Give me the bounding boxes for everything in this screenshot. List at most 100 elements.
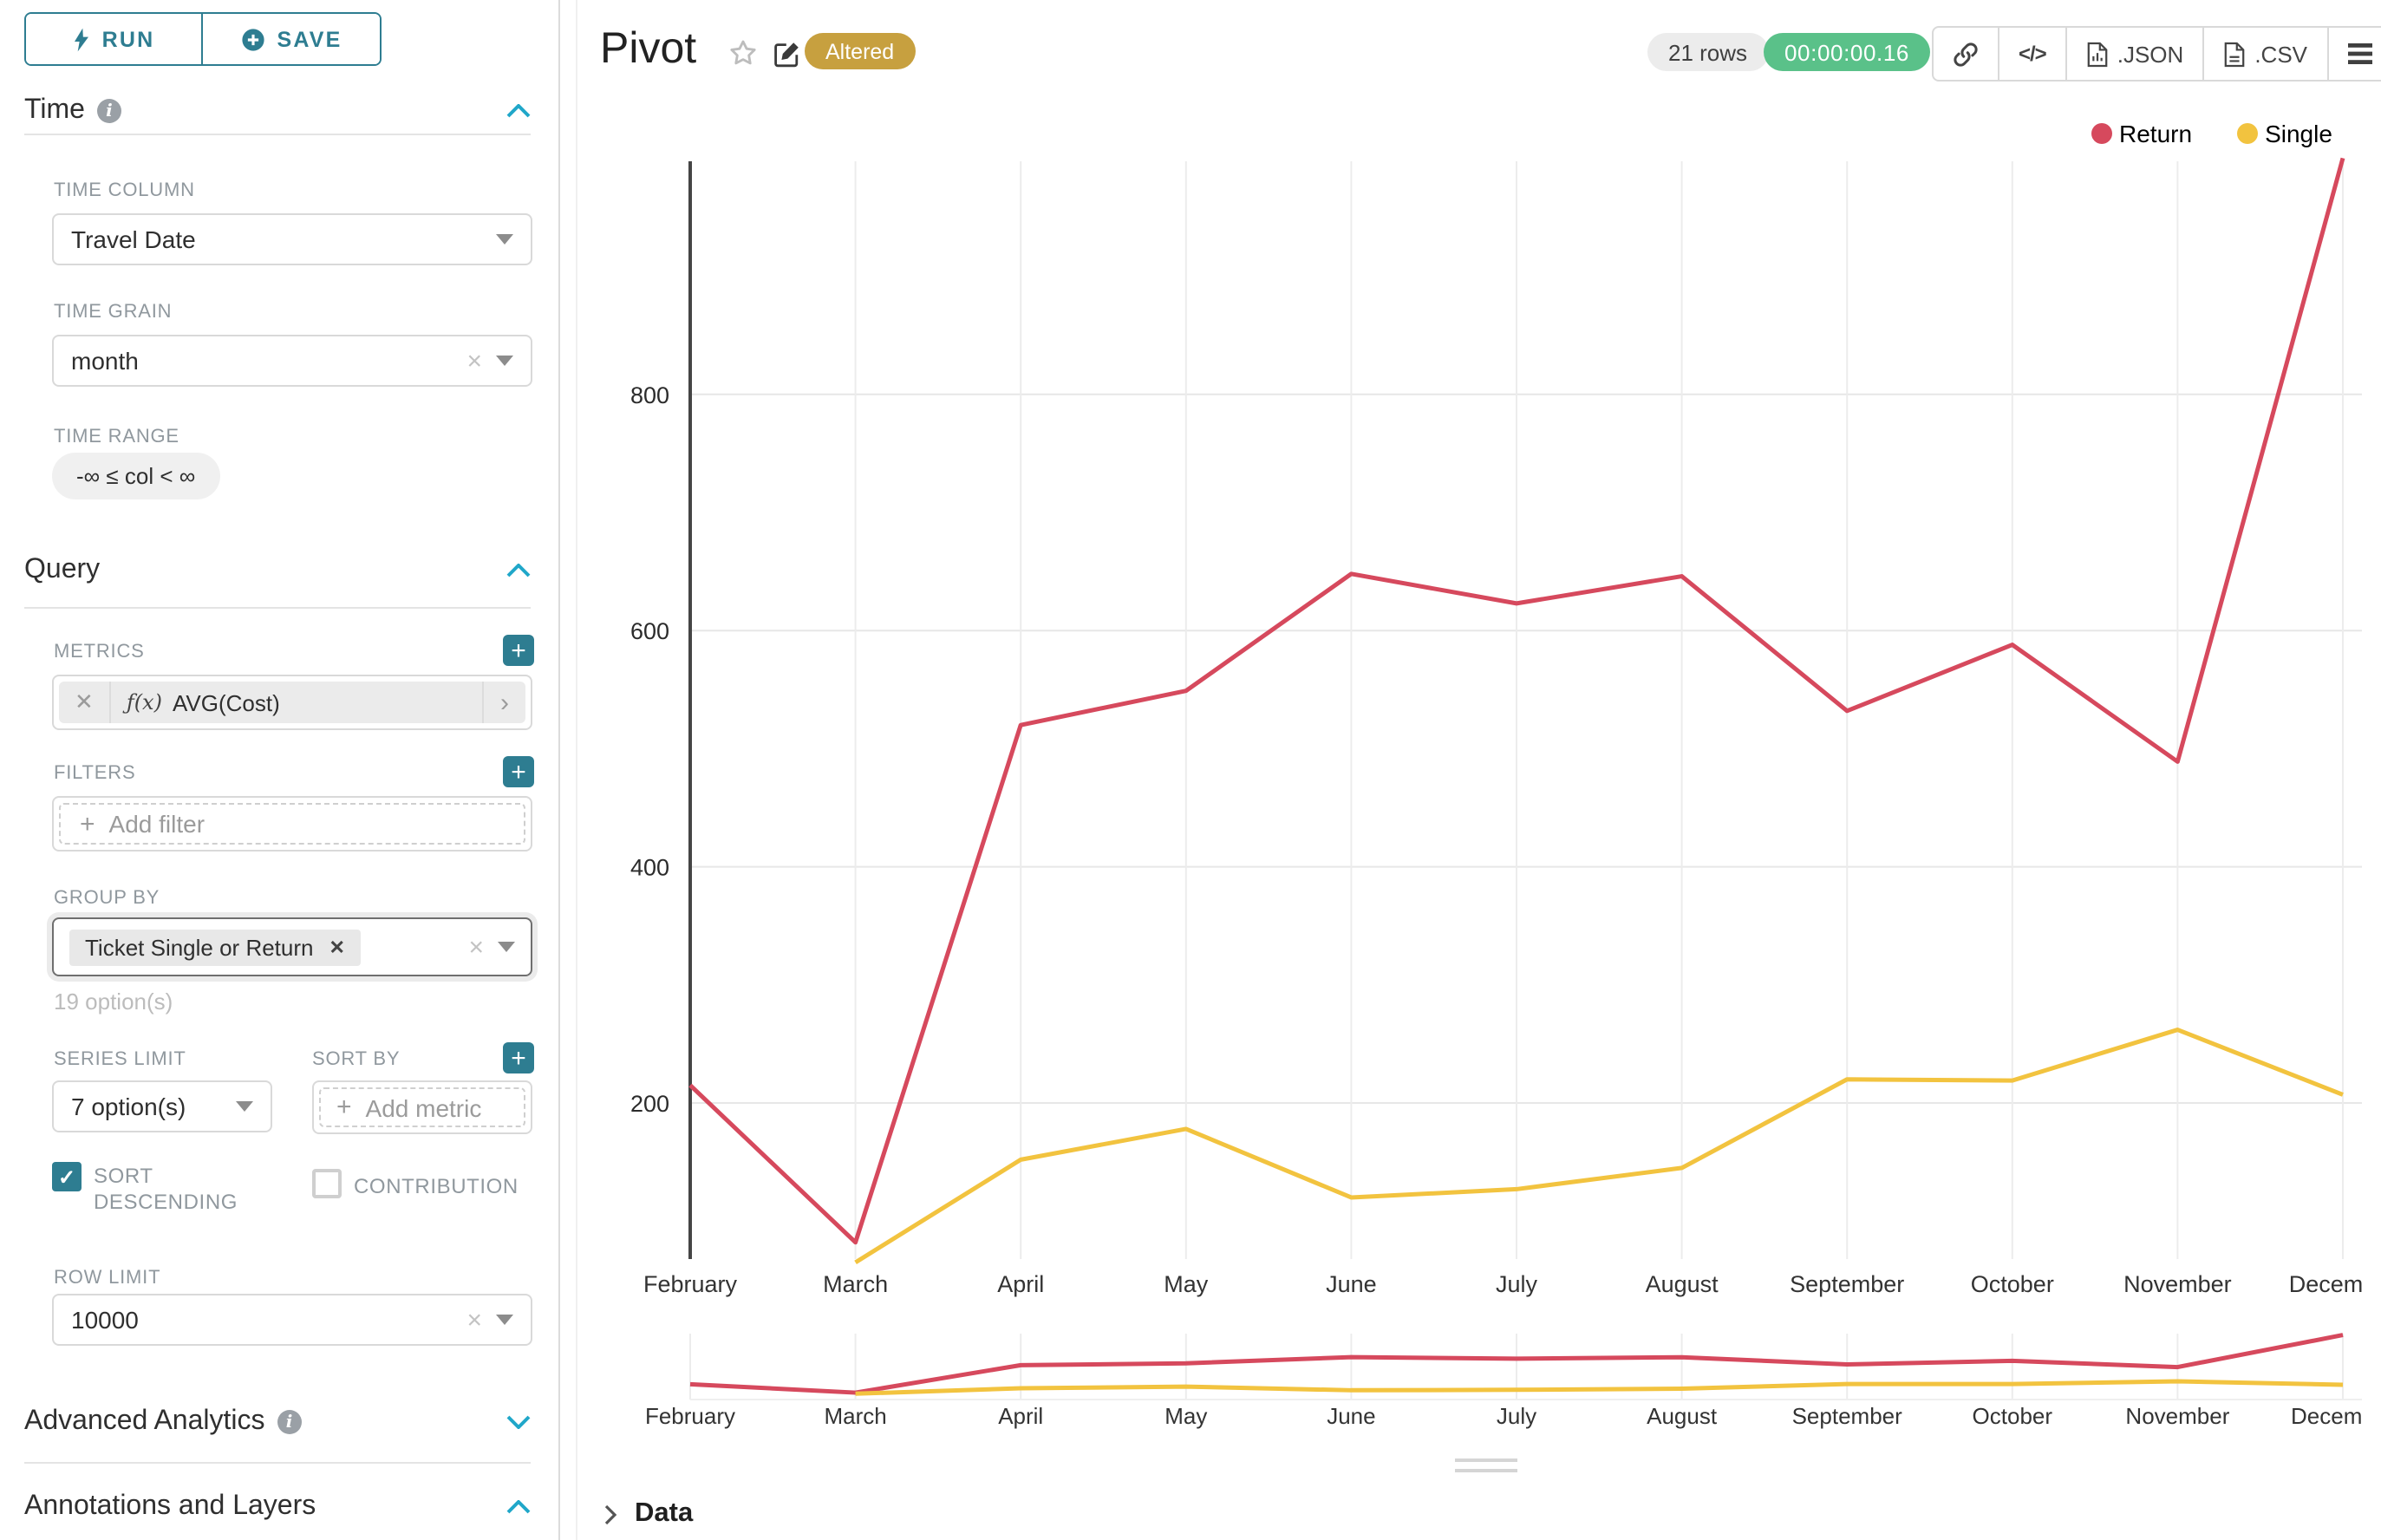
time-grain-value: month [71, 347, 139, 375]
mini-series-line-single [855, 1379, 2344, 1396]
query-timer-badge: 00:00:00.16 [1764, 33, 1930, 71]
advanced-analytics-title: Advanced Analytics [24, 1406, 265, 1436]
divider [24, 134, 531, 135]
caret-down-icon [236, 1101, 253, 1112]
chevron-up-icon[interactable] [506, 1500, 531, 1514]
caret-down-icon [496, 356, 513, 366]
group-by-select[interactable]: Ticket Single or Return ✕ × [52, 917, 532, 976]
sort-descending-label: SORT DESCENDING [94, 1164, 238, 1214]
chevron-up-icon[interactable] [506, 104, 531, 118]
add-filter-button[interactable]: + Add filter [59, 803, 525, 845]
series-line-return[interactable] [688, 157, 2345, 1245]
query-section-header[interactable]: Query [24, 555, 531, 586]
clear-icon[interactable]: × [468, 932, 484, 962]
line-chart[interactable]: 200 400 600 800 February February March March Ap… [583, 87, 2362, 1491]
filters-box: + Add filter [52, 796, 532, 852]
info-icon[interactable]: i [96, 99, 121, 123]
altered-badge-label: Altered [825, 39, 895, 63]
legend-dot-single [2237, 123, 2259, 144]
mini-x-axis-tick-label: October [1973, 1403, 2053, 1429]
time-column-label: TIME COLUMN [54, 180, 195, 201]
advanced-analytics-header[interactable]: Advanced Analytics i [24, 1406, 531, 1438]
metrics-box: ✕ ƒ(x) AVG(Cost) › [52, 675, 532, 730]
menu-icon [2347, 43, 2371, 64]
contribution-checkbox[interactable] [312, 1169, 342, 1198]
mini-x-axis-tick-label: August [1647, 1403, 1718, 1429]
export-json-button[interactable]: .JSON [2065, 28, 2203, 80]
more-options-button[interactable] [2326, 28, 2381, 80]
legend-item-return[interactable]: Return [2091, 120, 2192, 147]
remove-tag-icon[interactable]: ✕ [329, 937, 345, 958]
series-limit-value: 7 option(s) [71, 1093, 186, 1120]
mini-x-axis-tick-label: May [1164, 1403, 1207, 1429]
csv-file-icon [2224, 41, 2245, 67]
clear-icon[interactable]: × [466, 1305, 482, 1334]
export-csv-button[interactable]: .CSV [2202, 28, 2326, 80]
time-section-header[interactable]: Time i [24, 95, 531, 127]
chevron-right-icon[interactable]: › [482, 682, 525, 723]
divider [24, 1462, 531, 1464]
lightning-icon [74, 27, 88, 51]
legend-item-single[interactable]: Single [2237, 120, 2332, 147]
time-range-pill[interactable]: -∞ ≤ col < ∞ [52, 453, 220, 499]
clear-icon[interactable]: × [466, 346, 482, 375]
star-icon[interactable] [728, 38, 758, 68]
edit-icon[interactable] [773, 40, 801, 68]
save-button[interactable]: SAVE [201, 14, 380, 64]
add-filter-plus-button[interactable]: + [503, 756, 534, 787]
time-range-value: -∞ ≤ col < ∞ [76, 463, 196, 489]
add-metric-plus-button[interactable]: + [503, 635, 534, 666]
sort-by-box: + Add metric [312, 1080, 532, 1134]
row-limit-label: ROW LIMIT [54, 1268, 161, 1289]
divider [24, 607, 531, 609]
series-limit-select[interactable]: 7 option(s) [52, 1080, 272, 1132]
run-button[interactable]: RUN [26, 14, 201, 64]
time-grain-select[interactable]: month × [52, 335, 532, 387]
plus-circle-icon [241, 28, 264, 50]
y-axis-tick-label: 600 [630, 618, 669, 644]
options-hint: 19 option(s) [54, 989, 173, 1015]
legend-label-single: Single [2265, 120, 2332, 147]
fx-icon: ƒ(x) [126, 690, 162, 715]
mini-x-axis-tick-label: February [645, 1403, 735, 1429]
row-limit-value: 10000 [71, 1306, 139, 1334]
filters-label: FILTERS [54, 763, 136, 784]
series-line-single[interactable] [854, 1028, 2344, 1264]
x-axis-tick-label: November [2123, 1271, 2232, 1297]
chevron-down-icon[interactable] [506, 1415, 531, 1429]
metric-pill[interactable]: ✕ ƒ(x) AVG(Cost) › [59, 682, 525, 723]
caret-down-icon [496, 234, 513, 245]
contribution-label: CONTRIBUTION [354, 1174, 519, 1198]
data-panel-label: Data [635, 1498, 694, 1528]
x-axis-tick-label: April [997, 1271, 1044, 1297]
chevron-right-icon [604, 1504, 617, 1524]
x-axis-tick-label: December [2289, 1271, 2362, 1297]
resize-handle[interactable] [1455, 1458, 1517, 1479]
view-query-button[interactable]: </> [1998, 28, 2065, 80]
plus-icon: + [511, 1043, 526, 1073]
chevron-up-icon[interactable] [506, 564, 531, 578]
annotations-section-header[interactable]: Annotations and Layers [24, 1491, 531, 1523]
time-column-select[interactable]: Travel Date [52, 213, 532, 265]
x-axis-tick-label: August [1646, 1271, 1719, 1297]
add-sort-metric-button[interactable]: + Add metric [319, 1087, 525, 1127]
row-limit-select[interactable]: 10000 × [52, 1294, 532, 1346]
x-axis-tick-label: March [823, 1271, 888, 1297]
info-icon[interactable]: i [277, 1410, 302, 1434]
y-axis-tick-label: 200 [630, 1091, 669, 1117]
y-axis-tick-label: 800 [630, 382, 669, 408]
plus-icon: + [511, 757, 526, 786]
caret-down-icon [498, 942, 515, 952]
add-sort-metric-plus-button[interactable]: + [503, 1042, 534, 1073]
copy-link-button[interactable] [1934, 28, 1998, 80]
run-label: RUN [101, 27, 155, 51]
chart-panel: Pivot Altered 21 rows 00:00:00.16 </> .J… [577, 0, 2381, 1540]
data-panel-toggle[interactable]: Data [603, 1498, 693, 1530]
legend-label-return: Return [2119, 120, 2193, 147]
add-filter-label: Add filter [108, 810, 205, 838]
panel-gutter[interactable] [576, 0, 577, 1540]
altered-badge[interactable]: Altered [805, 33, 916, 69]
sort-descending-checkbox[interactable] [52, 1162, 82, 1191]
remove-metric-icon[interactable]: ✕ [59, 682, 111, 723]
